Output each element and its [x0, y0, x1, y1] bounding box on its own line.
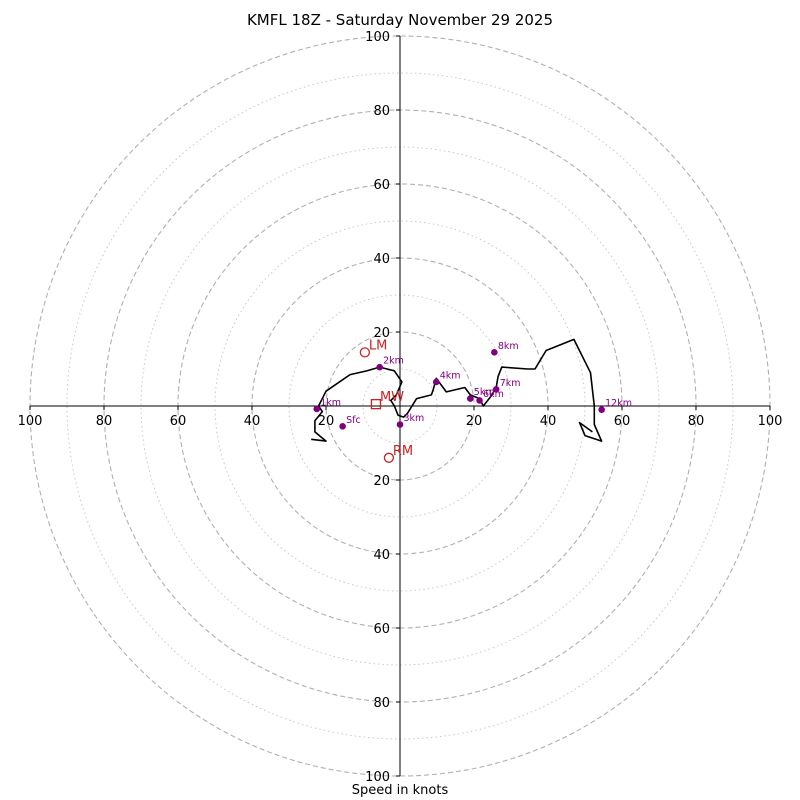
y-tick-label: 20 [373, 474, 390, 489]
y-tick-label: 80 [373, 696, 390, 711]
x-tick-label: 40 [244, 414, 261, 429]
y-tick-label: 40 [373, 548, 390, 563]
height-marker-1km [313, 405, 321, 413]
height-marker-12km [598, 406, 605, 414]
height-label-8km: 8km [498, 341, 519, 352]
height-label-6km: 6km [483, 389, 504, 400]
y-tick-label: 60 [373, 622, 390, 637]
storm-label-RM: RM [393, 444, 413, 459]
storm-marker-RM [383, 452, 395, 463]
height-marker-2km [376, 363, 383, 371]
storm-marker-LM [359, 347, 371, 358]
height-label-4km: 4km [440, 370, 461, 381]
y-tick-label: 40 [373, 252, 390, 267]
x-tick-label: 60 [170, 414, 187, 429]
storm-label-MW: MW [380, 390, 404, 405]
height-marker-7km [492, 386, 500, 393]
x-tick-label: 20 [466, 414, 483, 429]
y-tick-label: 100 [365, 770, 390, 785]
height-label-Sfc: Sfc [346, 415, 361, 426]
height-marker-4km [432, 378, 440, 386]
y-tick-label: 20 [373, 326, 390, 341]
x-tick-label: 60 [614, 414, 631, 429]
x-axis-label: Speed in knots [351, 783, 449, 798]
x-tick-label: 40 [540, 414, 557, 429]
height-label-5km: 5km [474, 387, 495, 398]
height-label-7km: 7km [500, 378, 521, 389]
storm-marker-MW [370, 398, 382, 410]
height-marker-8km [491, 349, 498, 356]
height-label-3km: 3km [404, 413, 425, 424]
x-tick-label: 100 [758, 414, 783, 429]
storm-label-LM: LM [369, 338, 387, 353]
tick-labels: 100 80 60 40 20 20 40 60 80 100 100 80 60 40 20 20 40 60 8… [18, 30, 783, 785]
y-tick-label: 60 [373, 178, 390, 193]
height-marker-6km [476, 397, 483, 404]
height-label-12km: 12km [605, 398, 632, 409]
x-tick-label: 80 [96, 414, 113, 429]
height-marker-3km [396, 421, 404, 428]
axes [29, 35, 771, 777]
height-marker-Sfc [339, 423, 346, 430]
x-tick-label: 20 [318, 414, 335, 429]
y-tick-label: 80 [373, 104, 390, 119]
y-tick-label: 100 [365, 30, 390, 45]
height-label-2km: 2km [383, 356, 404, 367]
x-tick-label: 80 [688, 414, 705, 429]
height-marker-5km [467, 395, 474, 402]
x-tick-label: 100 [18, 414, 43, 429]
chart-title: KMFL 18Z - Saturday November 29 2025 [246, 11, 554, 29]
height-label-1km: 1km [320, 397, 341, 408]
storm-motion-markers: LM RM MW [359, 338, 413, 463]
